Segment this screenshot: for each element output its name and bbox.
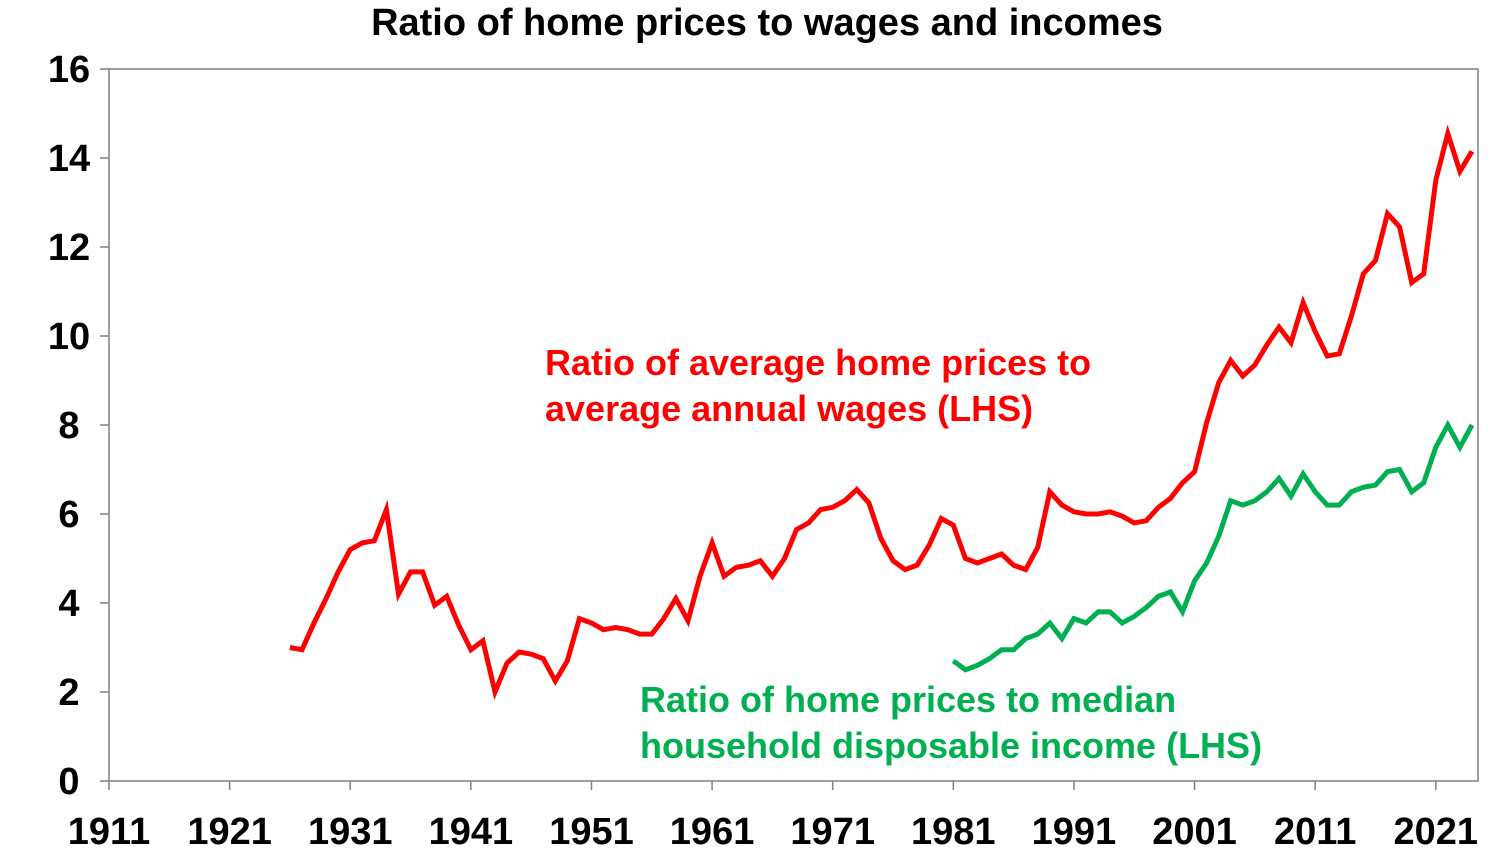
y-tick-label: 2 [58, 672, 79, 714]
green-series-label: Ratio of home prices to median household… [640, 679, 1262, 766]
x-tick-label: 1961 [670, 811, 755, 852]
x-tick-label: 1941 [429, 811, 514, 852]
x-axis: 1911 1921 1931 1941 1951 1961 1971 1981 1991 2001… [68, 781, 1478, 852]
x-tick-label: 1971 [790, 811, 875, 852]
chart-title: Ratio of home prices to wages and income… [371, 2, 1163, 44]
red-series-label-line-2: average annual wages (LHS) [545, 388, 1033, 429]
x-tick-label: 2011 [1274, 811, 1356, 852]
x-tick-label: 1911 [68, 811, 150, 852]
y-tick-label: 10 [48, 316, 90, 358]
series-line-home-prices-to-wages [289, 124, 1475, 701]
x-tick-label: 2021 [1394, 811, 1479, 852]
y-tick-label: 0 [58, 761, 79, 803]
x-tick-label: 1921 [187, 811, 272, 852]
y-tick-label: 16 [48, 49, 90, 91]
red-series-label-line-1: Ratio of average home prices to [545, 342, 1091, 383]
green-series-label-line-1: Ratio of home prices to median [640, 679, 1176, 720]
y-tick-label: 12 [48, 227, 90, 269]
series-lines [289, 124, 1475, 701]
x-tick-label: 1951 [549, 811, 634, 852]
x-tick-label: 2001 [1152, 811, 1237, 852]
green-series-label-line-2: household disposable income (LHS) [640, 725, 1262, 766]
y-tick-label: 6 [58, 494, 79, 536]
x-tick-label: 1981 [911, 811, 996, 852]
x-tick-label: 1991 [1032, 811, 1117, 852]
y-axis: 0 2 4 6 8 10 12 14 16 [48, 49, 109, 803]
red-series-label: Ratio of average home prices to average … [545, 342, 1101, 429]
y-tick-label: 4 [58, 583, 79, 625]
y-tick-label: 8 [58, 405, 79, 447]
x-tick-label: 1931 [308, 811, 393, 852]
y-tick-label: 14 [48, 138, 90, 180]
series-line-home-prices-to-income [951, 419, 1475, 673]
